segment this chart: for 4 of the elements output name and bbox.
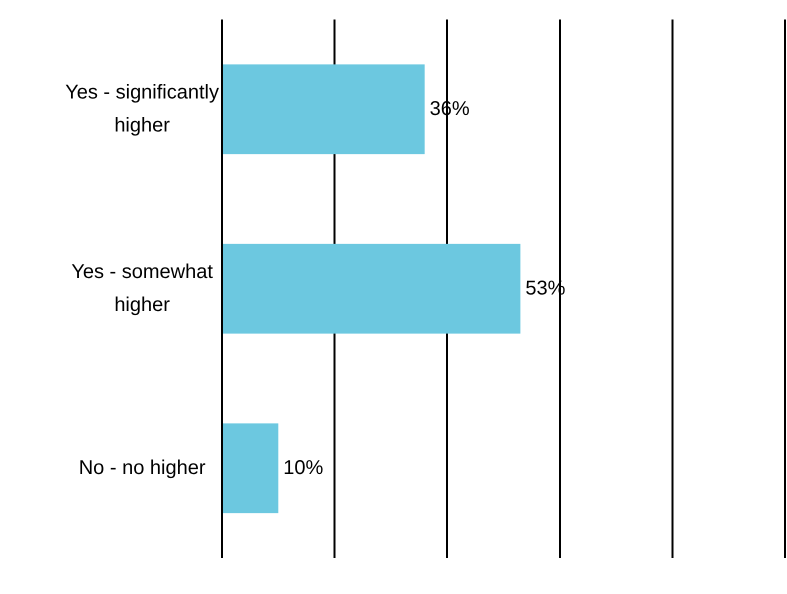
- y-tick-label: No - no higher: [78, 456, 206, 479]
- y-tick-label: Yes - somewhat higher: [71, 260, 214, 316]
- y-tick-label: Yes - significantly higher: [65, 81, 219, 136]
- data-label: 10%: [283, 456, 324, 479]
